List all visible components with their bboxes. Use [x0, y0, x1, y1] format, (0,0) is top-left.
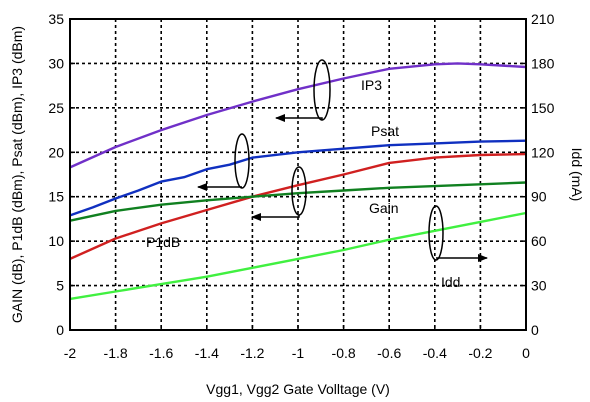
x-tick-label: -2 [64, 345, 77, 361]
series-line-ip3 [69, 62, 527, 169]
y-right-tick-label: 210 [531, 11, 555, 27]
gain-ellipse [291, 166, 307, 216]
ip3-arrow [275, 114, 323, 122]
series-line-gain [69, 181, 527, 222]
x-tick-label: 0 [522, 345, 530, 361]
series-line-idd [69, 211, 527, 301]
y-left-tick-label: 25 [48, 100, 64, 116]
y-axis-left-title: GAIN (dB), P1dB (dBm), Psat (dBm), IP3 (… [9, 26, 25, 323]
annotations: IP3 Psat Gain P1dB Idd [146, 59, 488, 290]
tick-labels: -2 -1.8 -1.6 -1.4 -1.2 -1 -0.8 -0.6 -0.4 -0.2 0051… [48, 11, 554, 361]
label-gain: Gain [369, 200, 399, 216]
y-right-tick-label: 30 [531, 278, 547, 294]
y-left-tick-label: 0 [56, 322, 64, 338]
x-tick-label: -1.6 [149, 345, 173, 361]
y-right-tick-label: 180 [531, 55, 555, 71]
y-left-tick-label: 5 [56, 278, 64, 294]
series-layer [69, 62, 527, 301]
label-psat: Psat [371, 123, 399, 139]
y-right-tick-label: 90 [531, 189, 547, 205]
x-tick-label: -0.8 [332, 345, 356, 361]
ip3-ellipse [313, 59, 331, 121]
y-left-tick-label: 10 [48, 233, 64, 249]
y-left-tick-label: 30 [48, 55, 64, 71]
idd-ellipse [428, 205, 444, 261]
x-axis-title: Vgg1, Vgg2 Gate Volltage (V) [206, 381, 390, 397]
x-tick-label: -0.6 [377, 345, 401, 361]
y-left-tick-label: 35 [48, 11, 64, 27]
x-tick-label: -0.4 [423, 345, 447, 361]
y-right-tick-label: 60 [531, 233, 547, 249]
label-ip3: IP3 [361, 77, 382, 93]
gain-arrow [251, 213, 300, 221]
series-line-p1db [69, 152, 527, 260]
y-right-tick-label: 150 [531, 100, 555, 116]
label-idd: Idd [441, 274, 460, 290]
x-tick-label: -1.2 [240, 345, 264, 361]
y-right-tick-label: 0 [531, 322, 539, 338]
psat-ellipse [234, 133, 250, 189]
x-tick-label: -1.8 [104, 345, 128, 361]
y-axis-right-title: Idd (mA) [569, 148, 585, 202]
series-line-psat [69, 139, 527, 217]
label-p1db: P1dB [146, 234, 180, 250]
x-tick-label: -1.4 [195, 345, 219, 361]
y-left-tick-label: 20 [48, 144, 64, 160]
y-left-tick-label: 15 [48, 189, 64, 205]
x-tick-label: -1 [292, 345, 305, 361]
x-tick-label: -0.2 [468, 345, 492, 361]
y-right-tick-label: 120 [531, 144, 555, 160]
